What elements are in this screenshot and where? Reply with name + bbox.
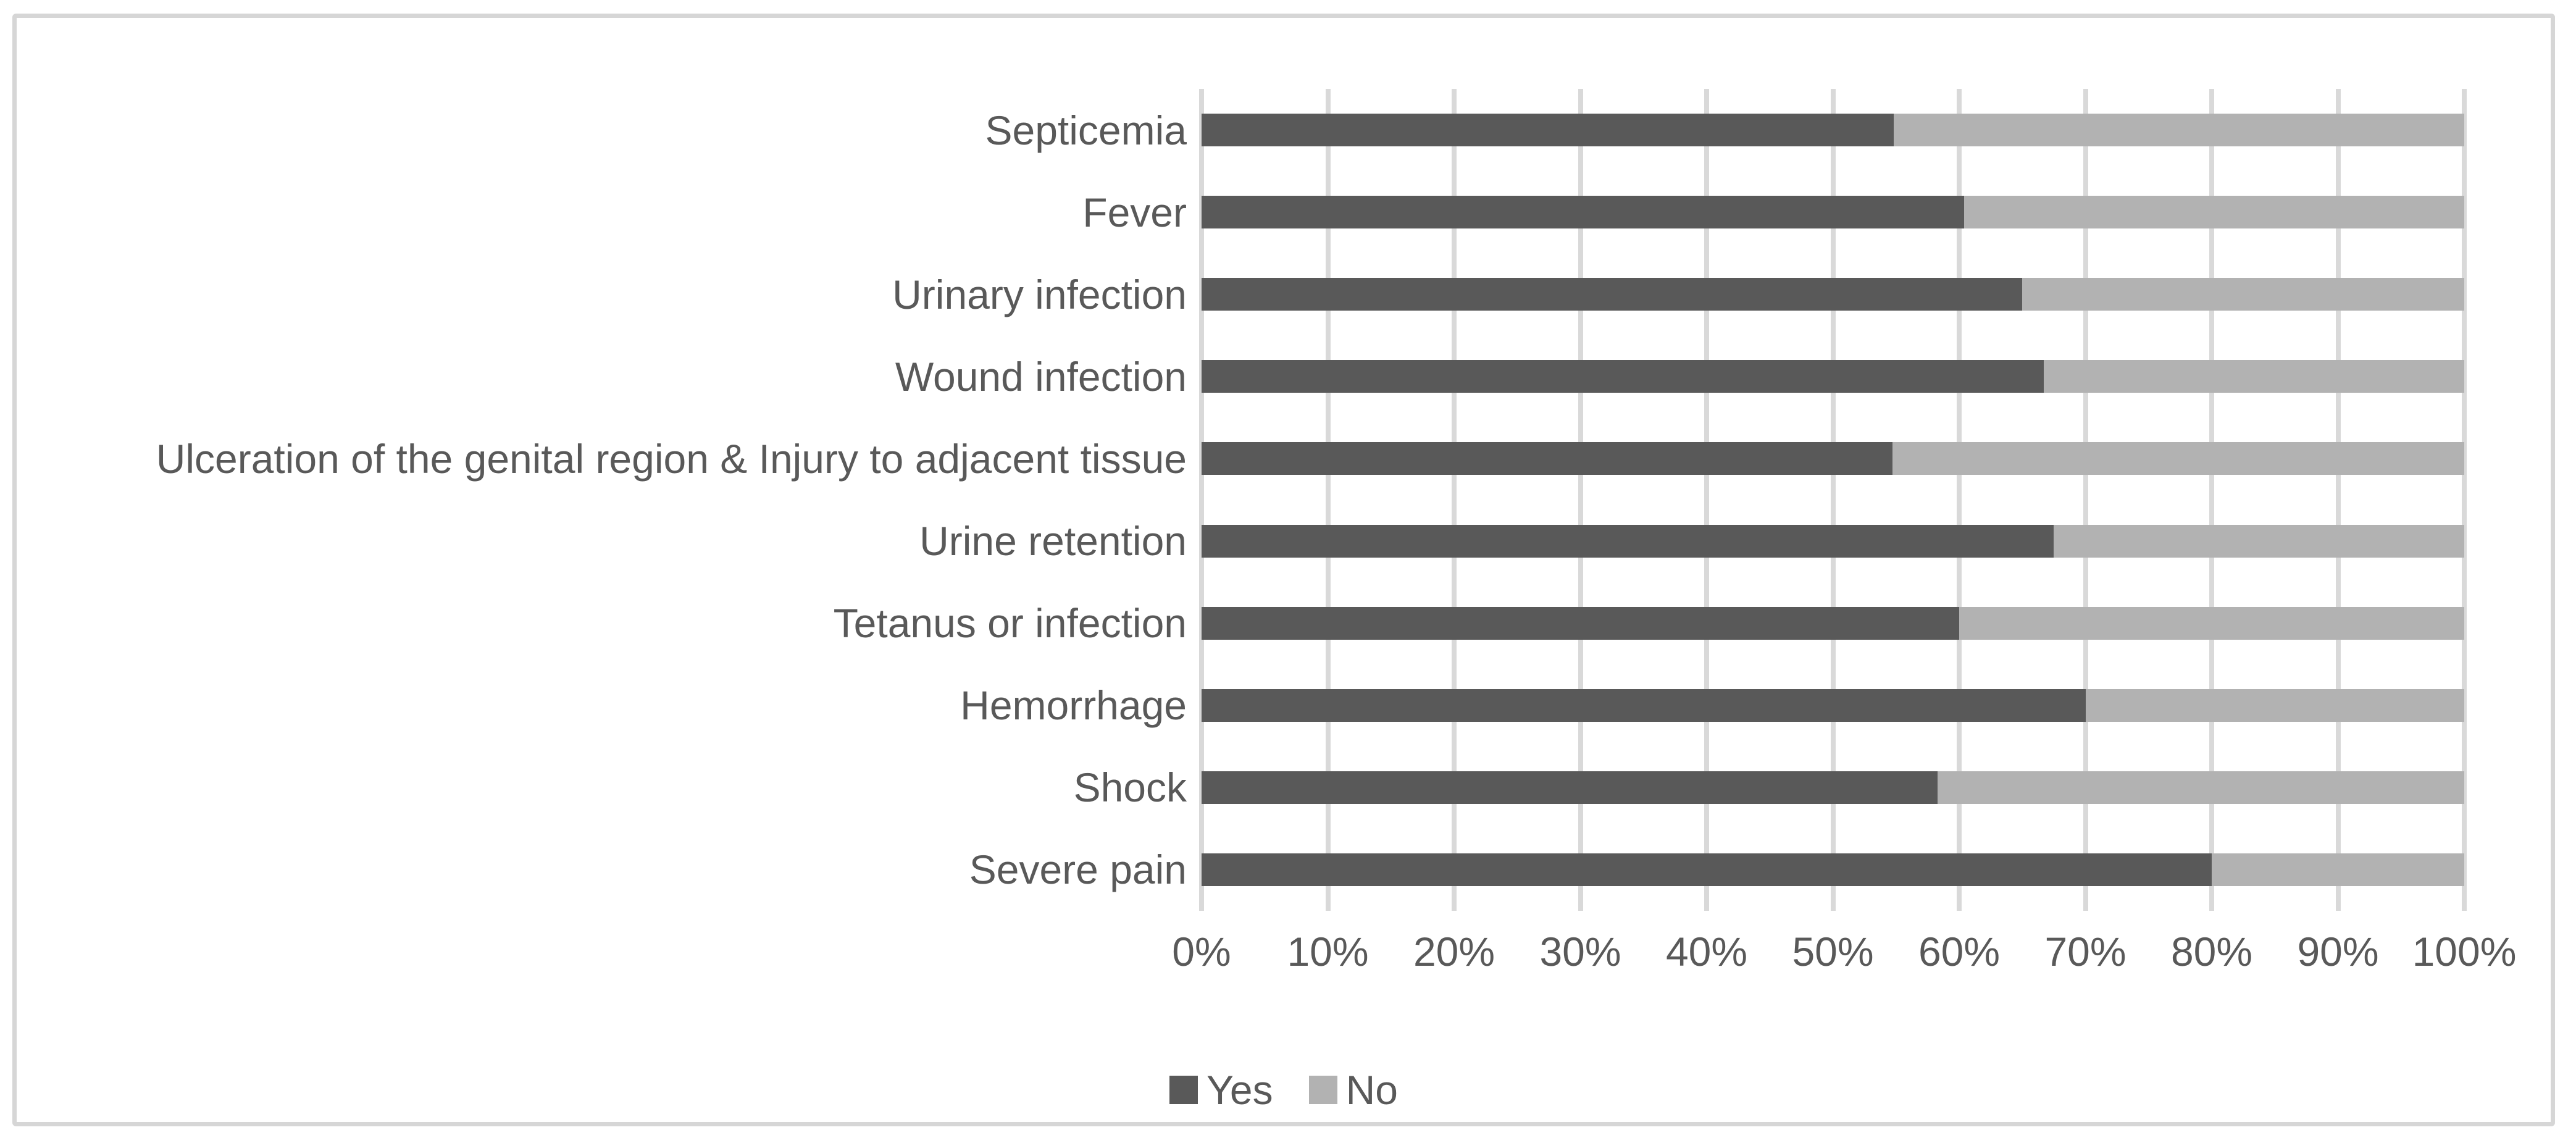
gridline <box>1704 89 1709 911</box>
bar-segment-no <box>2044 360 2464 393</box>
bar-track <box>1202 689 2464 722</box>
bar-segment-no <box>2054 524 2464 558</box>
x-axis: 0% 10% 20% 30% 40% 50% 60% 70% 80% 90% 100% <box>1172 926 2516 978</box>
gridline <box>1830 89 1836 911</box>
bar-segment-yes <box>1202 114 1894 147</box>
x-tick-label: 0% <box>1172 929 1231 974</box>
legend-swatch-yes <box>1169 1076 1198 1104</box>
category-label: Wound infection <box>895 353 1187 400</box>
bar-segment-yes <box>1202 278 2023 311</box>
bar-track <box>1202 196 2464 229</box>
bar-segment-yes <box>1202 442 1892 475</box>
bar-row <box>1202 253 2464 335</box>
bar-segment-yes <box>1202 196 1965 229</box>
bar-segment-no <box>1938 771 2464 804</box>
bar-segment-no <box>1892 442 2464 475</box>
category-label: Fever <box>1082 189 1187 235</box>
bar-row <box>1202 747 2464 829</box>
legend-label: Yes <box>1206 1067 1273 1113</box>
bar-segment-yes <box>1202 771 1938 804</box>
legend-entry: Yes <box>1169 1066 1273 1113</box>
bar-track <box>1202 524 2464 558</box>
gridline <box>2335 89 2341 911</box>
bar-segment-yes <box>1202 853 2212 886</box>
bar-row <box>1202 417 2464 500</box>
x-tick-label: 20% <box>1413 929 1495 974</box>
bar-segment-yes <box>1202 689 2086 722</box>
bar-segment-no <box>1893 114 2464 147</box>
x-tick-label: 30% <box>1539 929 1621 974</box>
bar-track <box>1202 442 2464 475</box>
x-tick-label: 50% <box>1792 929 1874 974</box>
x-tick-label: 90% <box>2297 929 2379 974</box>
x-tick-label: 40% <box>1665 929 1748 974</box>
bar-track <box>1202 771 2464 804</box>
legend-swatch-no <box>1308 1076 1337 1104</box>
bar-segment-no <box>1959 606 2464 640</box>
gridline <box>1578 89 1583 911</box>
bar-row <box>1202 335 2464 417</box>
gridline <box>1325 89 1331 911</box>
bar-segment-yes <box>1202 360 2044 393</box>
bar-track <box>1202 278 2464 311</box>
bar-row <box>1202 829 2464 911</box>
bar-segment-yes <box>1202 606 1959 640</box>
bar-segment-no <box>2085 689 2464 722</box>
bar-row <box>1202 89 2464 171</box>
x-tick-label: 100% <box>2412 929 2517 974</box>
category-label: Severe pain <box>969 847 1187 893</box>
bar-row <box>1202 582 2464 664</box>
bar-row <box>1202 664 2464 747</box>
category-label: Ulceration of the genital region & Injur… <box>156 435 1187 482</box>
bar-segment-no <box>1964 196 2464 229</box>
bar-track <box>1202 360 2464 393</box>
category-label: Hemorrhage <box>960 682 1187 729</box>
x-tick-label: 60% <box>1918 929 2001 974</box>
bar-segment-yes <box>1202 524 2054 558</box>
legend-entry: No <box>1308 1066 1399 1113</box>
category-label: Septicemia <box>985 107 1187 153</box>
bar-segment-no <box>2022 278 2464 311</box>
category-label: Tetanus or infection <box>833 600 1187 647</box>
category-axis: Septicemia Fever Urinary infection Wound in… <box>17 89 1187 911</box>
gridline <box>2209 89 2214 911</box>
legend-label: No <box>1345 1067 1399 1113</box>
gridline <box>2462 89 2467 911</box>
legend: Yes No <box>17 1064 2551 1116</box>
category-label: Urine retention <box>919 518 1187 564</box>
gridline <box>2083 89 2088 911</box>
category-label: Urinary infection <box>892 271 1187 317</box>
plot-area <box>1199 89 2467 911</box>
category-label: Shock <box>1073 764 1187 811</box>
bar-segment-no <box>2212 853 2464 886</box>
x-tick-label: 80% <box>2170 929 2253 974</box>
x-tick-label: 10% <box>1287 929 1369 974</box>
bar-track <box>1202 606 2464 640</box>
bar-row <box>1202 171 2464 253</box>
gridline <box>1199 89 1204 911</box>
bar-track <box>1202 853 2464 886</box>
gridline <box>1957 89 1962 911</box>
bar-track <box>1202 114 2464 147</box>
chart-figure: Septicemia Fever Urinary infection Wound in… <box>12 14 2555 1126</box>
bar-row <box>1202 500 2464 582</box>
gridline <box>1452 89 1457 911</box>
x-tick-label: 70% <box>2044 929 2126 974</box>
